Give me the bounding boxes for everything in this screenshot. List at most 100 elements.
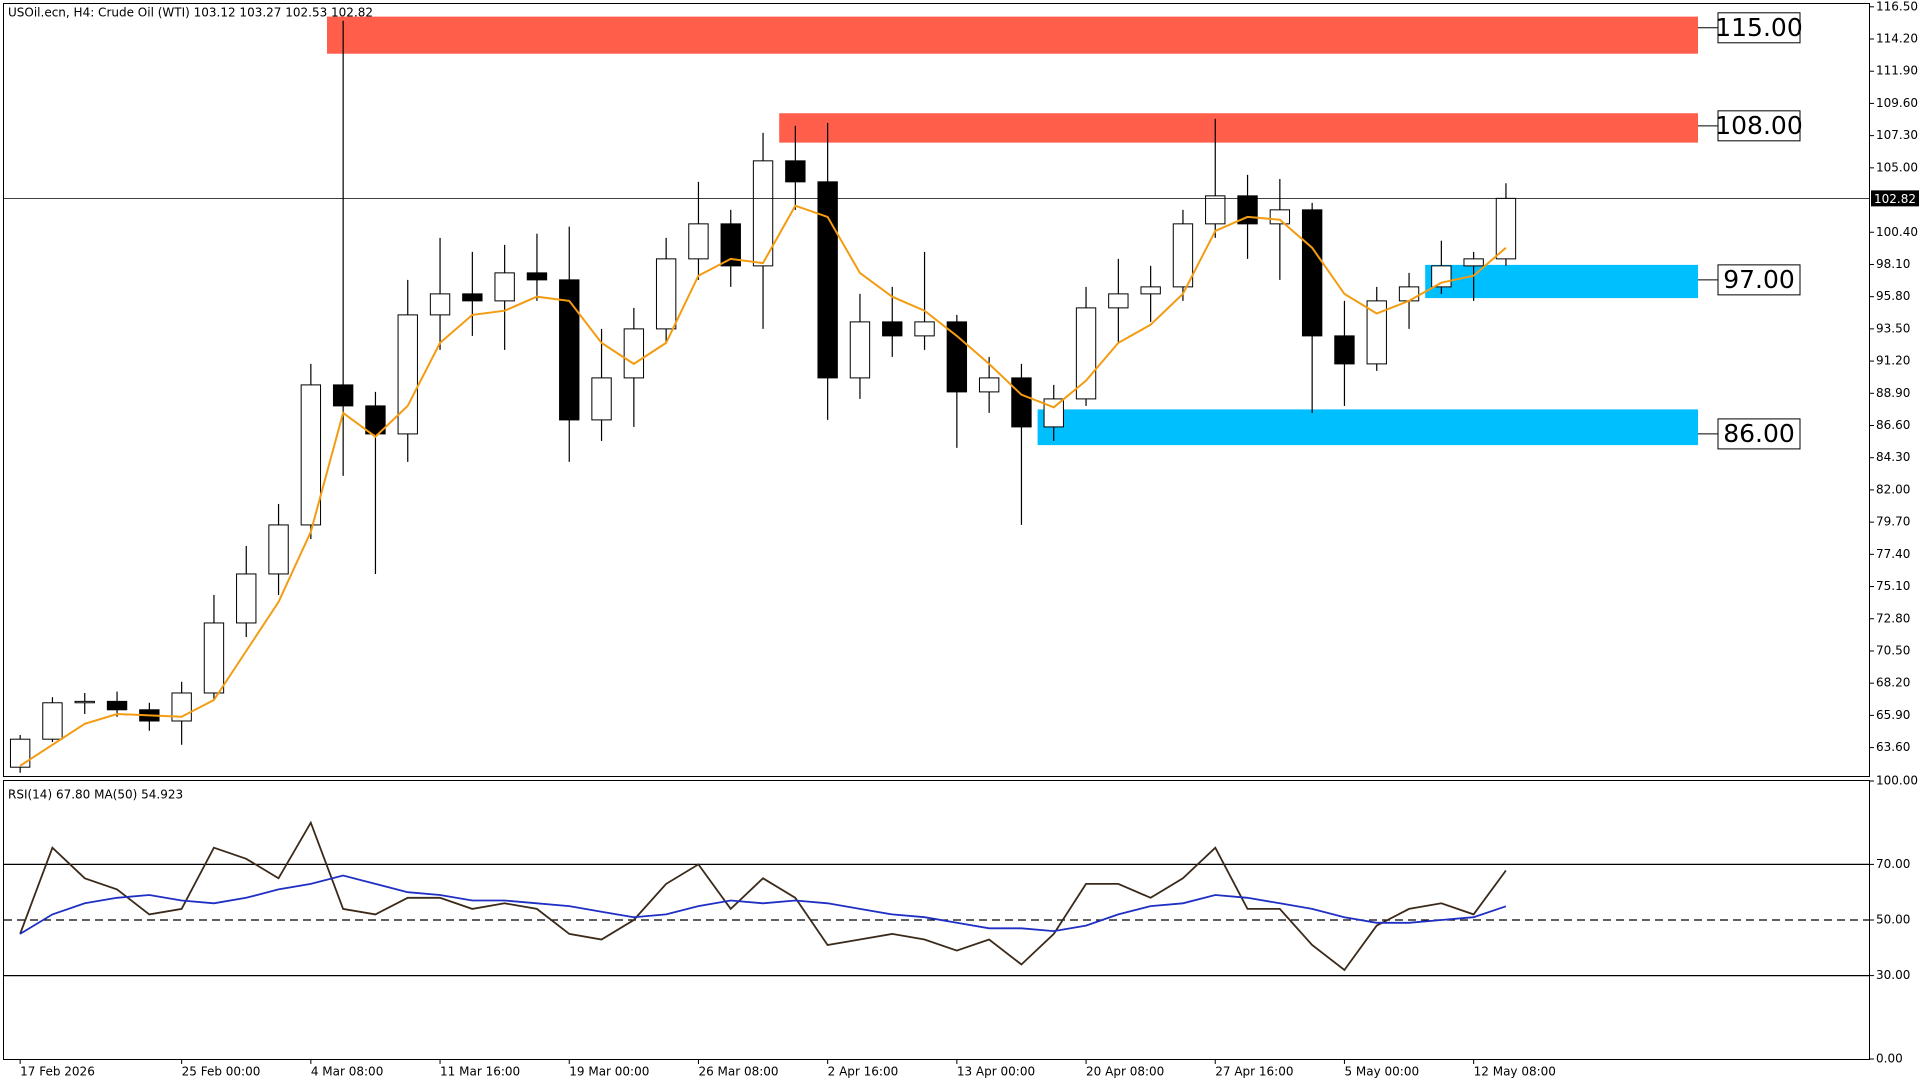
x-tick-label: 12 May 08:00 [1474, 1065, 1556, 1079]
candle-body [688, 223, 709, 260]
y-tick-label: 98.10 [1876, 257, 1910, 271]
candle-body [1205, 195, 1226, 225]
zone [327, 16, 1698, 54]
x-tick-label: 26 Mar 08:00 [698, 1065, 778, 1079]
y-tick-label: 116.50 [1876, 0, 1918, 13]
y-tick-label: 68.20 [1876, 676, 1910, 690]
y-tick-label: 91.20 [1876, 354, 1910, 368]
candle-body [655, 258, 677, 330]
y-tick-label: 95.80 [1876, 289, 1910, 303]
y-tick-label: 109.60 [1876, 96, 1918, 110]
candle-body [9, 738, 31, 768]
x-tick-label: 17 Feb 2026 [20, 1065, 95, 1079]
candle-body [882, 321, 903, 337]
last-price-label: 102.82 [1874, 192, 1916, 206]
y-tick-label: 111.90 [1876, 64, 1918, 78]
candle-body [817, 181, 838, 379]
x-tick-label: 27 Apr 16:00 [1215, 1065, 1293, 1079]
y-tick-label: 79.70 [1876, 515, 1910, 529]
candle-body [1463, 258, 1484, 267]
x-tick-label: 20 Apr 08:00 [1086, 1065, 1164, 1079]
candle-body [1301, 209, 1323, 337]
indicator-line [19, 820, 1507, 972]
x-tick-label: 2 Apr 16:00 [828, 1065, 899, 1079]
y-tick-label: 100.40 [1876, 225, 1918, 239]
candle-body [236, 573, 257, 624]
candle-body [397, 314, 418, 435]
y-tick-label: 75.10 [1876, 579, 1910, 593]
candle-body [268, 524, 289, 575]
candle-body [623, 328, 645, 379]
candle-body [1011, 377, 1032, 428]
zone-label-box [1717, 12, 1801, 44]
y-tick-label: 77.40 [1876, 547, 1910, 561]
candle-body [720, 223, 741, 267]
y-tick-label: 107.30 [1876, 128, 1918, 142]
zone-label: 115.00 [1715, 13, 1802, 42]
y-tick-label: 114.20 [1876, 32, 1918, 46]
x-tick-label: 11 Mar 16:00 [440, 1065, 520, 1079]
x-tick-label: 4 Mar 08:00 [311, 1065, 384, 1079]
candle-body [1334, 335, 1355, 365]
rsi-title: RSI(14) 67.80 MA(50) 54.923 [8, 788, 183, 802]
x-tick-label: 13 Apr 00:00 [957, 1065, 1035, 1079]
y-tick-label: 105.00 [1876, 160, 1918, 174]
last-price-box [1871, 190, 1919, 207]
y-tick-label: 84.30 [1876, 450, 1910, 464]
chart-title: USOil.ecn, H4: Crude Oil (WTI) 103.12 10… [8, 6, 373, 20]
y-tick-label: 70.50 [1876, 643, 1910, 657]
y-tick-label: 0.00 [1876, 1052, 1903, 1066]
y-tick-label: 72.80 [1876, 611, 1910, 625]
zone-label-box [1717, 418, 1801, 450]
candle-body [106, 700, 128, 711]
candle-body [978, 377, 1000, 393]
y-tick-label: 86.60 [1876, 418, 1910, 432]
zone [1425, 264, 1698, 299]
candle-body [42, 702, 63, 740]
candle-body [914, 321, 935, 337]
candle-body [1043, 398, 1064, 428]
candle-body [591, 377, 612, 421]
zone-label-box [1717, 110, 1801, 142]
y-tick-label: 100.00 [1876, 774, 1918, 788]
zone [1037, 409, 1698, 446]
candle-body [494, 272, 515, 302]
y-tick-label: 65.90 [1876, 708, 1910, 722]
candle-body [1108, 293, 1129, 309]
candle-body [849, 321, 871, 379]
candle-body [526, 272, 548, 281]
candle-body [785, 160, 806, 183]
y-tick-label: 93.50 [1876, 321, 1910, 335]
x-tick-label: 25 Feb 00:00 [182, 1065, 261, 1079]
candle-body [1366, 300, 1387, 365]
zone [779, 113, 1698, 143]
y-tick-label: 30.00 [1876, 968, 1910, 982]
candle-body [1172, 223, 1194, 288]
zone-label: 108.00 [1715, 111, 1802, 140]
zone-label-box [1717, 264, 1801, 296]
y-tick-label: 63.60 [1876, 740, 1910, 754]
candle-body [429, 293, 451, 316]
candle-body [1140, 286, 1161, 295]
candle-body [1495, 197, 1517, 260]
candle-body [559, 279, 580, 421]
candle-body [1398, 286, 1420, 302]
zone-label: 97.00 [1723, 265, 1795, 294]
candle-body [203, 622, 225, 694]
y-tick-label: 82.00 [1876, 482, 1910, 496]
price-frame [3, 3, 1870, 777]
x-tick-label: 5 May 00:00 [1344, 1065, 1419, 1079]
candle-body [74, 700, 95, 704]
moving-average [19, 204, 1507, 767]
y-tick-label: 50.00 [1876, 913, 1910, 927]
zone-label: 86.00 [1723, 419, 1795, 448]
x-tick-label: 19 Mar 00:00 [569, 1065, 649, 1079]
candle-body [1269, 209, 1291, 225]
candle-body [752, 160, 774, 267]
candle-body [946, 321, 968, 393]
candle-body [300, 384, 322, 526]
indicator-line [19, 874, 1507, 935]
candle-body [365, 405, 386, 435]
